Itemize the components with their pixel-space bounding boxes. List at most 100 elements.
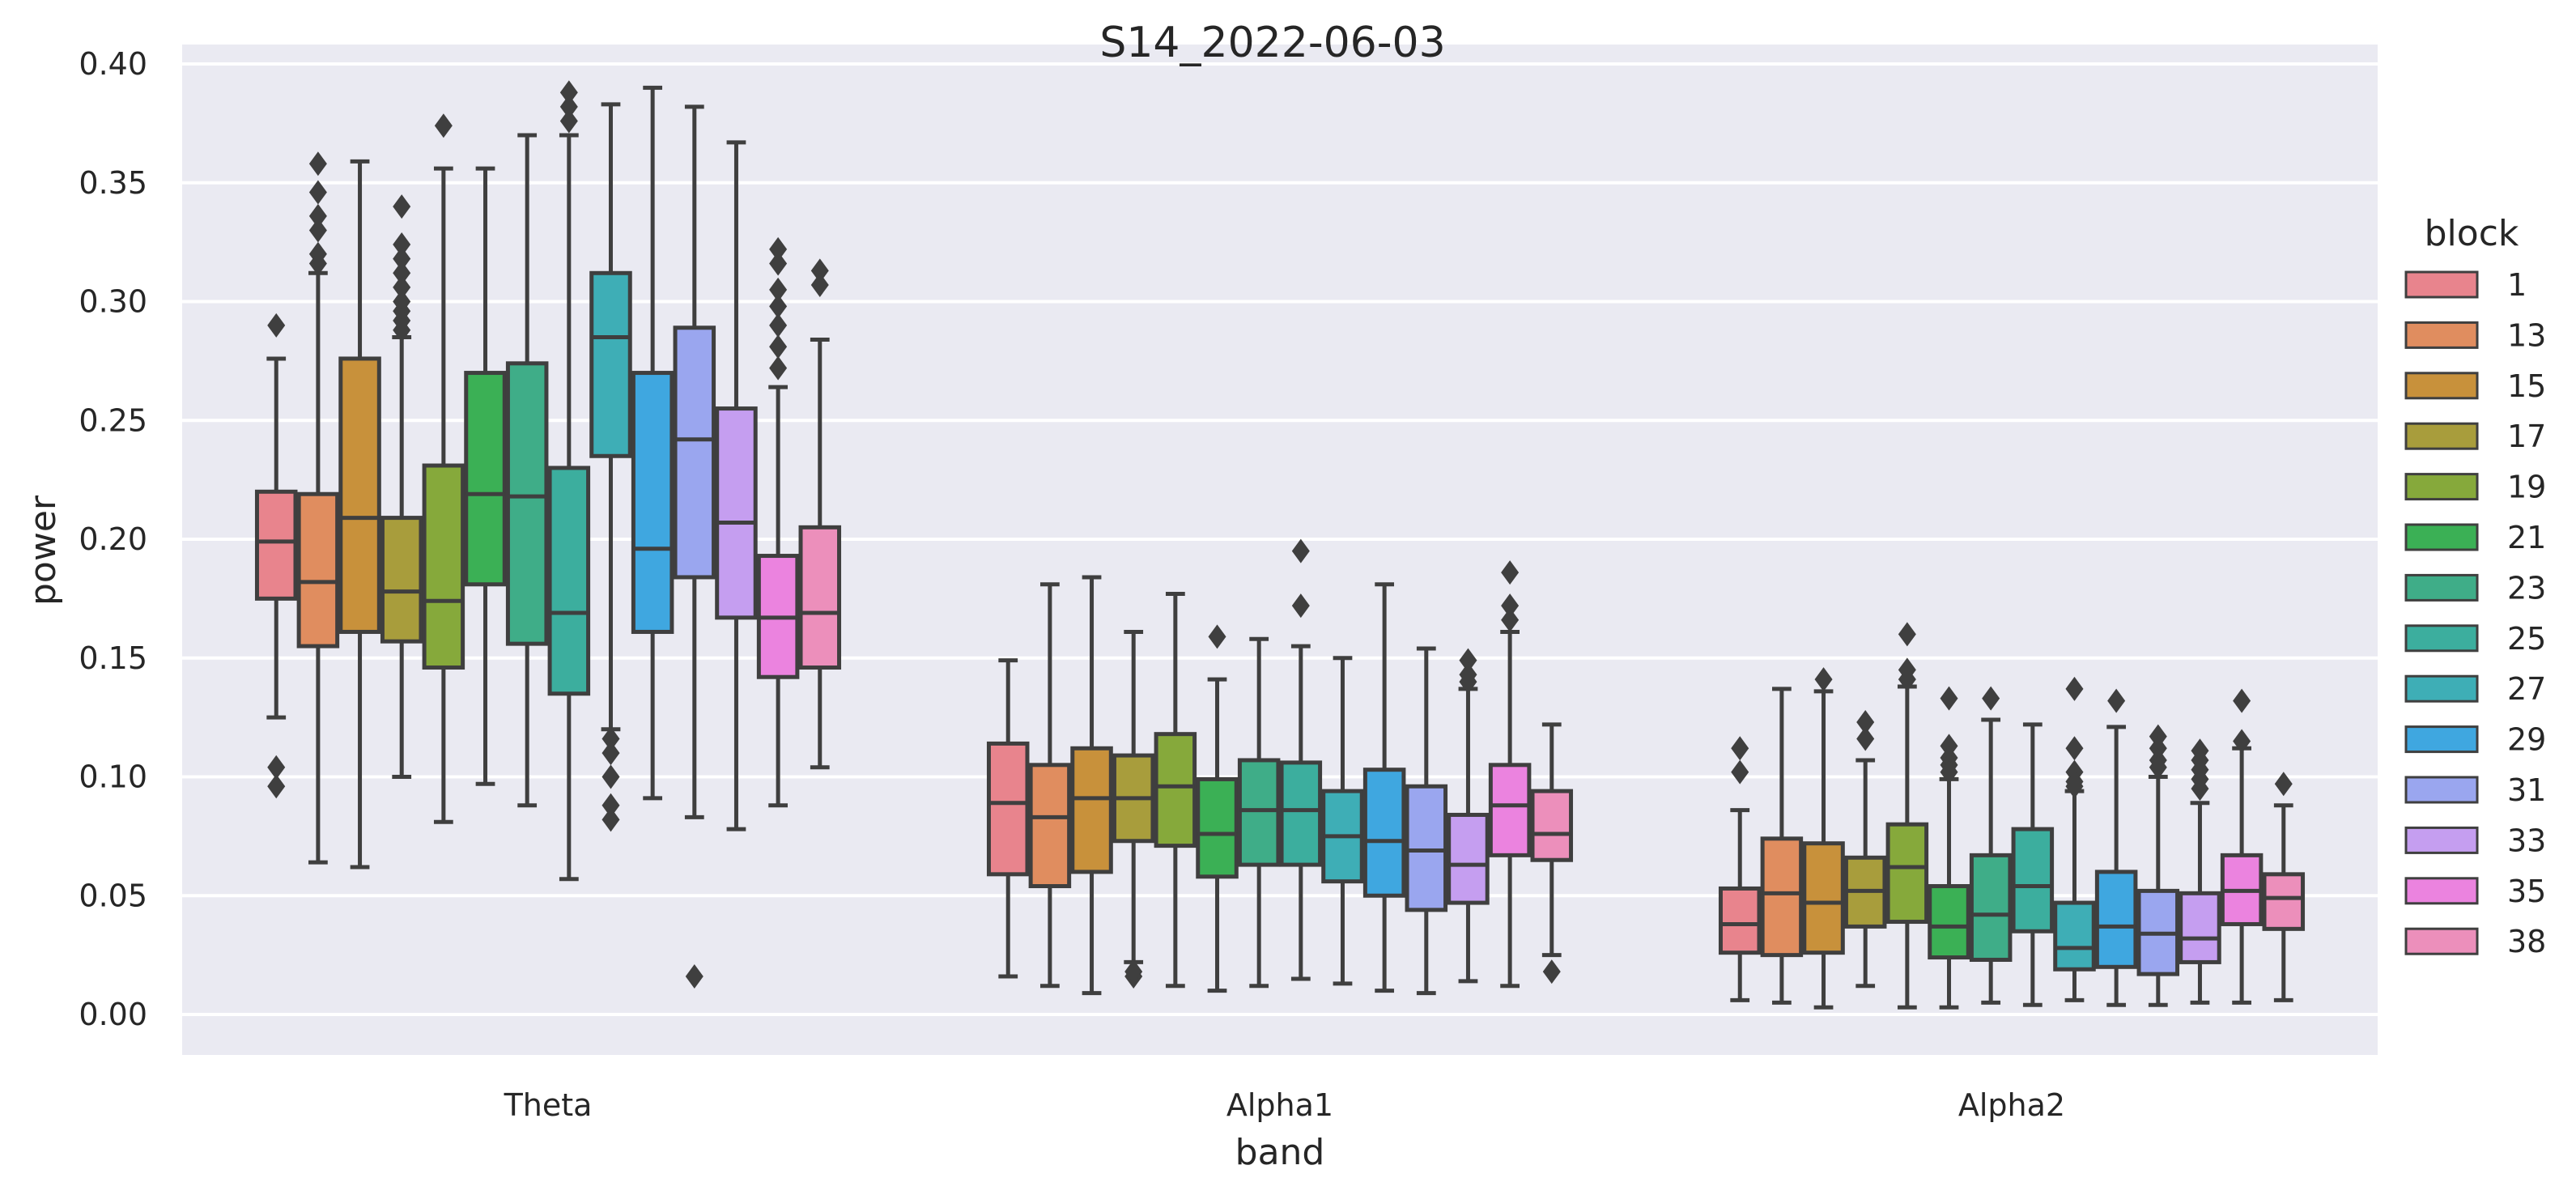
box-theta-block-27: [589, 102, 632, 832]
box-iqr: [380, 516, 423, 644]
y-tick-label: 0.00: [79, 997, 147, 1032]
box-alpha1-block-31: [1405, 646, 1448, 996]
box-iqr: [1405, 784, 1448, 912]
outlier-point: [1542, 959, 1561, 984]
box-alpha1-block-15: [1070, 575, 1113, 996]
box-alpha2-block-29: [2094, 688, 2138, 1007]
outlier-point: [393, 232, 411, 257]
chart-title: S14_2022-06-03: [1099, 19, 1445, 67]
outlier-point: [559, 94, 578, 119]
box-alpha2-block-27: [2053, 676, 2096, 1002]
outlier-point: [393, 317, 411, 342]
outlier-point: [810, 272, 829, 297]
outlier-point: [685, 964, 704, 989]
x-axis-label: band: [1235, 1132, 1325, 1173]
box-iqr: [1802, 841, 1845, 955]
y-axis-label: power: [23, 495, 64, 606]
box-iqr: [296, 491, 340, 649]
box-alpha1-block-13: [1028, 582, 1072, 989]
outlier-point: [393, 194, 411, 219]
outlier-point: [1501, 593, 1520, 619]
box-iqr: [2053, 900, 2096, 972]
box-theta-block-35: [756, 236, 800, 808]
outlier-point: [393, 261, 411, 286]
outlier-point: [2274, 772, 2293, 797]
outlier-point: [601, 741, 620, 766]
outlier-point: [601, 764, 620, 789]
legend-label: 35: [2507, 874, 2546, 909]
box-theta-block-17: [380, 194, 423, 779]
y-tick-label: 0.10: [79, 759, 147, 795]
y-tick-label: 0.30: [79, 284, 147, 320]
box-iqr: [422, 463, 465, 670]
outlier-point: [1814, 667, 1833, 692]
legend-entry: 33: [2404, 823, 2546, 858]
outlier-point: [1501, 607, 1520, 632]
outlier-point: [308, 203, 327, 228]
outlier-point: [2233, 688, 2251, 713]
box-alpha1-block-29: [1362, 582, 1406, 993]
box-iqr: [1969, 853, 2013, 962]
legend-label: 15: [2507, 368, 2546, 404]
box-iqr: [673, 325, 716, 580]
outlier-point: [769, 236, 788, 262]
legend-swatch: [2404, 573, 2479, 602]
y-tick-label: 0.15: [79, 640, 147, 676]
outlier-point: [1291, 538, 1310, 563]
outlier-point: [2149, 755, 2167, 780]
outlier-point: [1731, 736, 1749, 761]
outlier-point: [769, 313, 788, 338]
legend-label: 17: [2507, 419, 2546, 454]
box-iqr: [715, 406, 758, 620]
outlier-point: [1124, 959, 1143, 984]
legend-swatch: [2404, 624, 2479, 653]
legend-swatch: [2404, 321, 2479, 349]
box-iqr: [338, 356, 381, 634]
legend-label: 19: [2507, 470, 2546, 505]
legend-entry: 27: [2404, 671, 2546, 707]
box-iqr: [547, 466, 591, 696]
outlier-point: [2065, 736, 2084, 761]
outlier-point: [267, 755, 286, 780]
legend-label: 23: [2507, 570, 2546, 606]
box-alpha2-block-38: [2262, 772, 2306, 1002]
legend-entry: 17: [2404, 419, 2546, 454]
legend-swatch: [2404, 927, 2479, 955]
box-iqr: [464, 371, 507, 587]
outlier-point: [559, 80, 578, 105]
box-alpha1-block-23: [1237, 636, 1281, 989]
outlier-point: [308, 218, 327, 243]
legend-label: 33: [2507, 823, 2546, 858]
legend-swatch: [2404, 776, 2479, 804]
box-theta-block-1: [254, 313, 298, 799]
outlier-point: [1459, 670, 1477, 695]
outlier-point: [267, 774, 286, 799]
outlier-point: [1940, 759, 1958, 785]
legend-label: 1: [2507, 267, 2527, 303]
box-iqr: [505, 361, 549, 646]
box-iqr: [2011, 827, 2055, 933]
outlier-point: [2233, 729, 2251, 754]
box-theta-block-33: [715, 140, 758, 831]
outlier-point: [769, 251, 788, 276]
legend-label: 27: [2507, 671, 2546, 707]
legend-label: 29: [2507, 722, 2546, 758]
box-alpha1-block-38: [1530, 722, 1574, 984]
legend-label: 25: [2507, 621, 2546, 657]
outlier-point: [267, 313, 286, 338]
box-alpha2-block-17: [1843, 709, 1887, 989]
box-alpha1-block-17: [1112, 629, 1155, 989]
x-tick-label: Theta: [504, 1087, 593, 1123]
outlier-point: [601, 726, 620, 751]
outlier-point: [393, 246, 411, 271]
outlier-point: [2065, 774, 2084, 799]
legend-label: 38: [2507, 924, 2546, 959]
legend-entry: 38: [2404, 924, 2546, 959]
legend-label: 31: [2507, 772, 2546, 808]
box-alpha2-block-23: [1969, 686, 2013, 1005]
legend-entry: 35: [2404, 874, 2546, 909]
outlier-point: [393, 274, 411, 300]
box-alpha2-block-19: [1885, 622, 1929, 1010]
legend-entry: 23: [2404, 570, 2546, 606]
box-theta-block-19: [422, 113, 465, 824]
